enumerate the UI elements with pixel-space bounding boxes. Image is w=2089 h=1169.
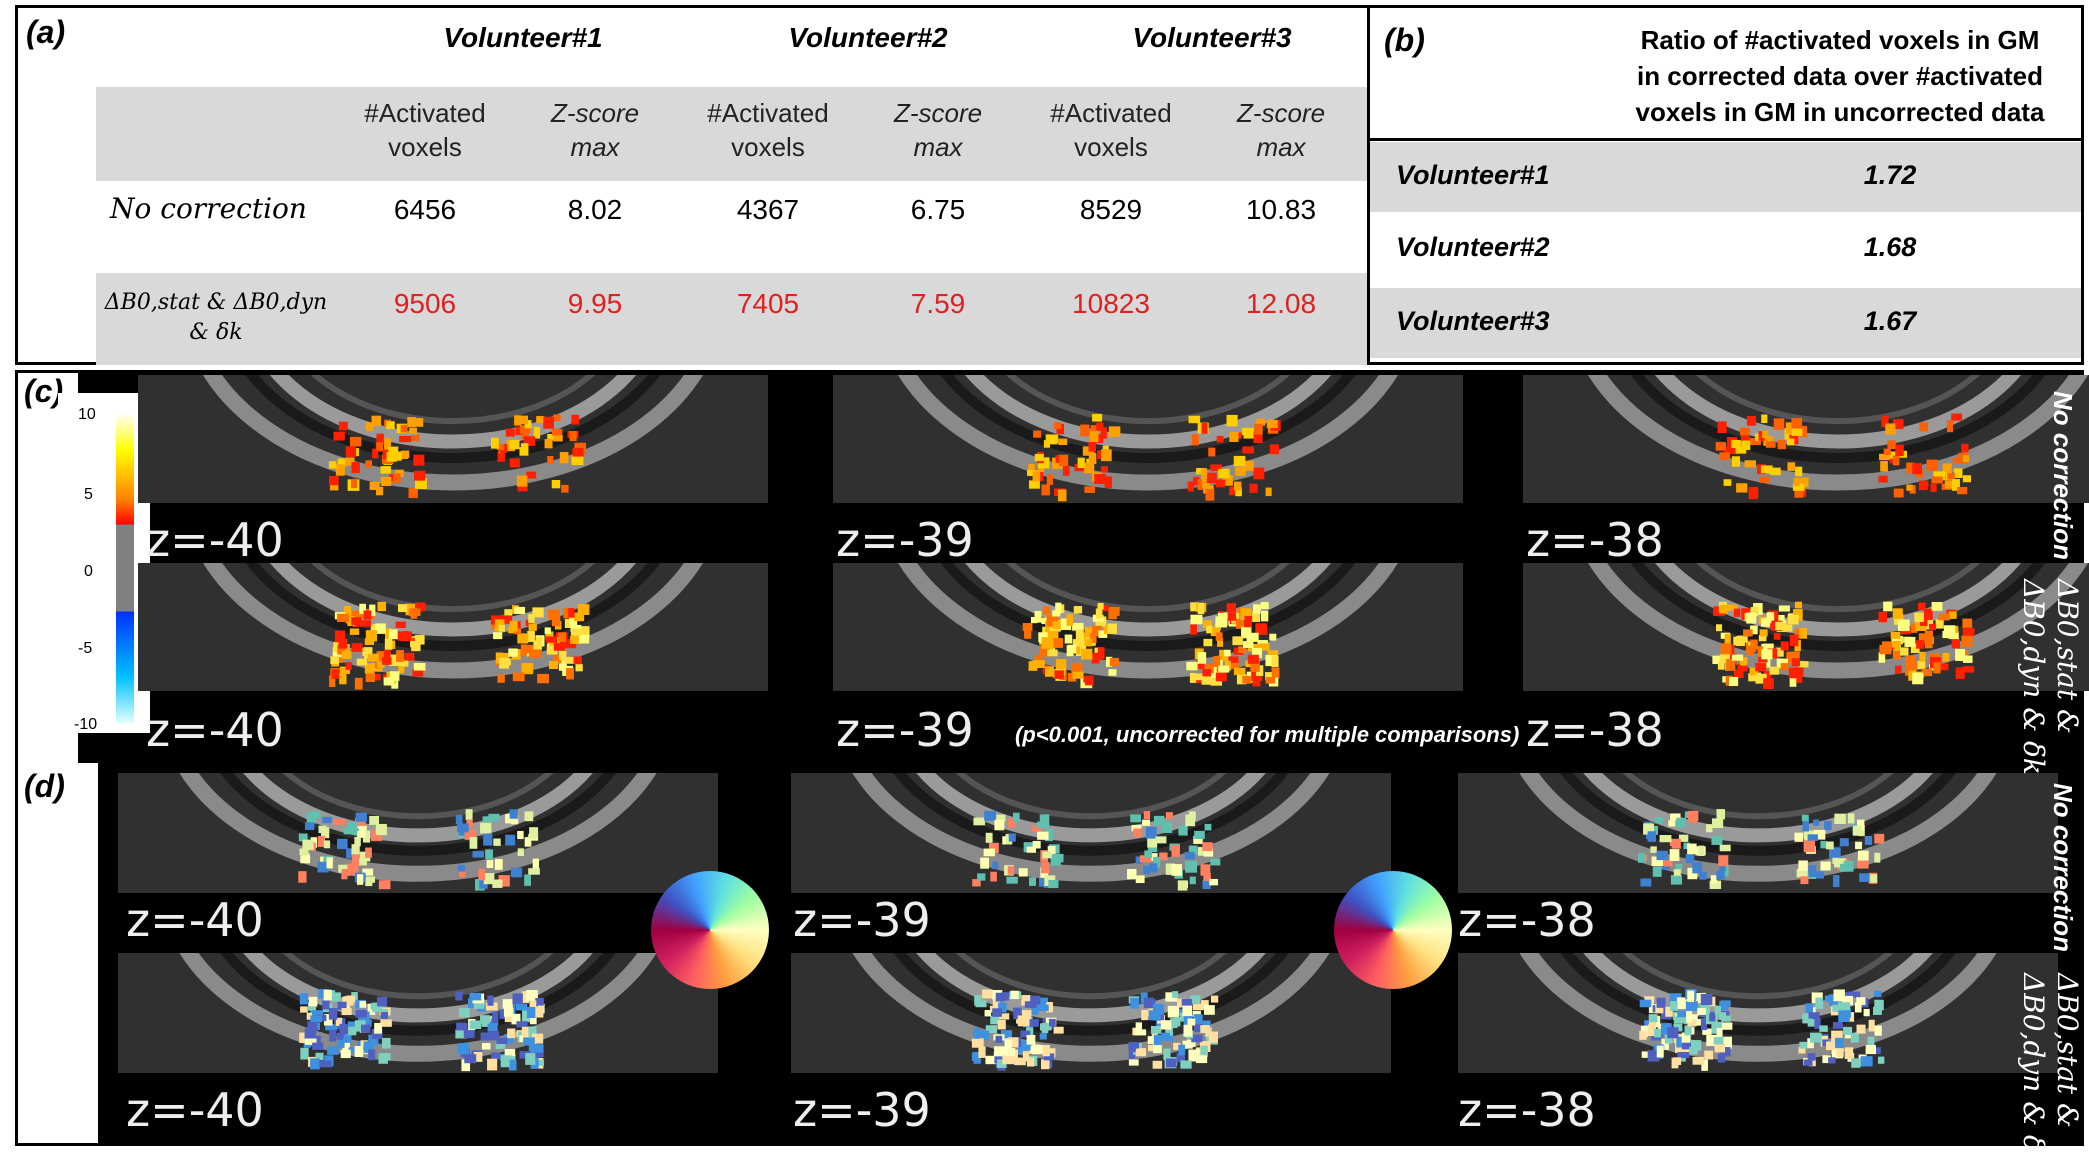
brain-slice-image [1523,563,2089,691]
volunteer-1-header: Volunteer#1 [443,22,603,53]
panel-c-label: (c) [24,373,64,409]
table-cell: 6.75 [910,194,966,225]
brain-slice-image [138,563,768,691]
colorbar-box [58,393,150,733]
z-label: z=-38 [1526,703,1664,757]
z-label: z=-40 [126,893,264,947]
table-cell: 12.08 [1245,288,1317,319]
colorbar-tick: 5 [84,486,93,503]
header-divider [1370,138,2081,141]
table-row: Volunteer#3 1.67 [1370,288,2081,358]
panel-d-label: (d) [24,768,65,804]
color-wheel [1334,871,1452,989]
brain-slice-image [791,773,1391,893]
row-label: Volunteer#1 [1396,160,1550,190]
panel-a-label: (a) [26,14,66,50]
colorbar-tick: -5 [78,640,93,657]
table-cell: 9506 [393,288,457,319]
row-label-corrected: ΔB0,stat & ΔB0,dyn & δk [104,290,328,345]
z-label: z=-40 [146,703,284,757]
table-cell: 10.83 [1245,194,1317,225]
z-label: z=-38 [1458,1083,1596,1137]
table-cell: 6456 [393,194,457,225]
brain-slice-image [791,953,1391,1073]
row-label-no-correction: No correction [110,192,307,225]
brain-slice-image [1458,773,2058,893]
ratio-value: 1.72 [1863,160,1917,190]
z-label: z=-39 [793,893,931,947]
z-label: z=-39 [836,703,974,757]
row-label-corrected: ΔB0,stat & ΔB0,dyn & δk [2017,579,2084,775]
col-zscore-3: Z-score max [1236,98,1326,162]
colorbar-tick: 0 [84,563,93,580]
z-label: z=-40 [126,1083,264,1137]
row-label: Volunteer#3 [1396,306,1550,336]
ratio-value: 1.67 [1863,306,1917,336]
col-activated-3: #Activated voxels [1050,98,1172,162]
volunteer-3-header: Volunteer#3 [1132,22,1292,53]
ratio-header: Ratio of #activated voxels in GM in corre… [1635,25,2045,127]
table-cell: 10823 [1072,288,1150,319]
volunteer-2-header: Volunteer#2 [788,22,948,53]
row-label-no-correction: No correction [2048,783,2078,953]
left-gutter-lower [78,763,98,1143]
table-row: Volunteer#1 1.72 [1370,142,2081,212]
z-label: z=-39 [836,513,974,567]
color-wheel [651,871,769,989]
colorbar-tick: 10 [78,406,96,423]
table-row: Volunteer#2 1.68 [1370,214,2081,284]
table-cell: 4367 [736,194,800,225]
z-label: z=-38 [1458,893,1596,947]
brain-slice-image [1458,953,2058,1073]
brain-slice-image [1523,375,2089,503]
table-cell: 8.02 [567,194,623,225]
z-label: z=-40 [146,513,284,567]
panel-b-label: (b) [1384,22,1425,58]
row-label-corrected: ΔB0,stat & ΔB0,dyn & δk [2017,973,2084,1169]
colorbar [116,413,134,723]
col-zscore-2: Z-score max [893,98,983,162]
z-label: z=-39 [793,1083,931,1137]
brain-slice-image [118,953,718,1073]
brain-slice-image [833,563,1463,691]
table-cell: 8529 [1079,194,1143,225]
panel-cd-images: (c) (d) 10 5 0 -5 -10 z=-40 z=-39 z=-38 … [15,370,2089,1169]
colorbar-tick: -10 [74,716,98,733]
col-zscore-1: Z-score max [550,98,640,162]
table-cell: 7405 [736,288,800,319]
row-label: Volunteer#2 [1396,232,1550,262]
brain-slice-image [138,375,768,503]
table-cell: 9.95 [567,288,623,319]
ratio-value: 1.68 [1863,232,1917,262]
table-cell: 7.59 [910,288,966,319]
brain-slice-image [833,375,1463,503]
row-label-no-correction: No correction [2048,391,2078,561]
brain-slice-image [118,773,718,893]
corrected-row-bg [96,273,1367,365]
significance-note: (p<0.001, uncorrected for multiple compa… [1015,722,1520,747]
subheader-row [96,87,1367,181]
panel-b-table: (b) Ratio of #activated voxels in GM in c… [1367,5,2084,365]
panel-a-table: (a) Volunteer#1 Volunteer#2 Volunteer#3 … [15,5,1370,365]
col-activated-2: #Activated voxels [707,98,829,162]
z-label: z=-38 [1526,513,1664,567]
col-activated-1: #Activated voxels [364,98,486,162]
